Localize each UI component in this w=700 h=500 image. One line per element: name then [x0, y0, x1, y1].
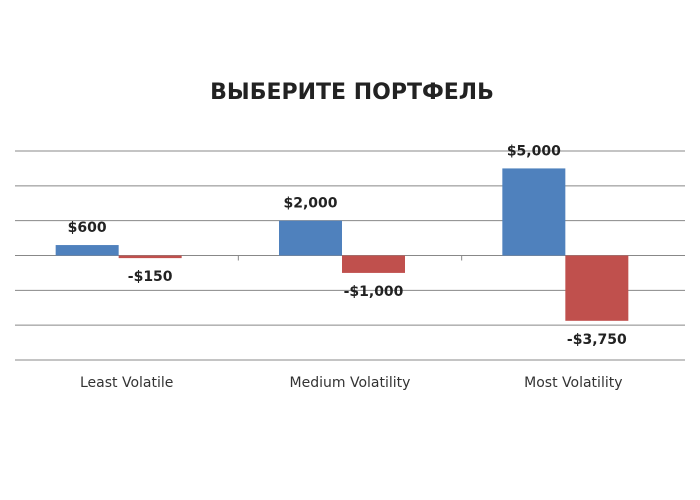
bar: [279, 220, 342, 256]
value-label: -$150: [128, 269, 173, 285]
value-label: -$3,750: [567, 332, 627, 348]
bar: [342, 255, 405, 273]
x-tick-label: Least Volatile: [80, 375, 173, 391]
chart-title: ВЫБЕРИТЕ ПОРТФЕЛЬ: [210, 80, 494, 105]
bar: [565, 255, 629, 321]
value-label: $2,000: [283, 196, 337, 212]
value-label: $600: [68, 220, 107, 236]
bar: [502, 168, 566, 256]
x-tick-label: Most Volatility: [524, 375, 622, 391]
value-label: $5,000: [507, 143, 561, 159]
bar: [55, 245, 119, 256]
bar: [118, 255, 182, 259]
x-tick-label: Medium Volatility: [290, 375, 411, 391]
value-label: -$1,000: [344, 284, 404, 300]
